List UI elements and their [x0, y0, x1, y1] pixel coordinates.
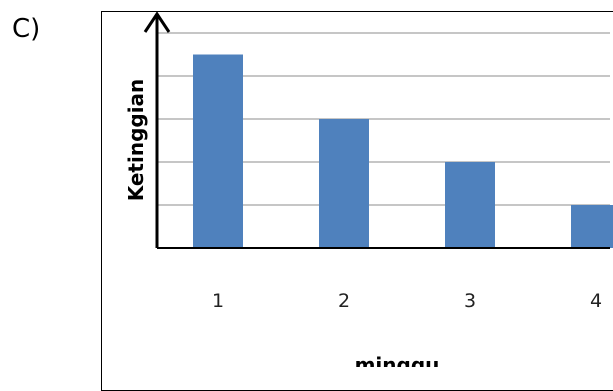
- x-tick-label: 3: [464, 290, 476, 312]
- x-tick-label: 1: [212, 290, 224, 312]
- bars: [193, 54, 613, 248]
- x-tick-label: 2: [338, 290, 350, 312]
- bar-2: [319, 119, 369, 248]
- bar-chart: 1 2 3 4 Ketinggian minggu: [124, 11, 613, 367]
- tick-labels: 1 2 3 4: [212, 290, 602, 312]
- x-tick-label: 4: [590, 290, 602, 312]
- x-axis-title: minggu: [355, 353, 440, 367]
- option-label: C): [12, 14, 41, 44]
- bar-1: [193, 54, 243, 248]
- y-axis-title: Ketinggian: [124, 79, 148, 202]
- y-axis-arrow-icon: [143, 11, 171, 33]
- axes: [143, 11, 610, 249]
- bar-4: [571, 205, 613, 248]
- bar-3: [445, 162, 495, 248]
